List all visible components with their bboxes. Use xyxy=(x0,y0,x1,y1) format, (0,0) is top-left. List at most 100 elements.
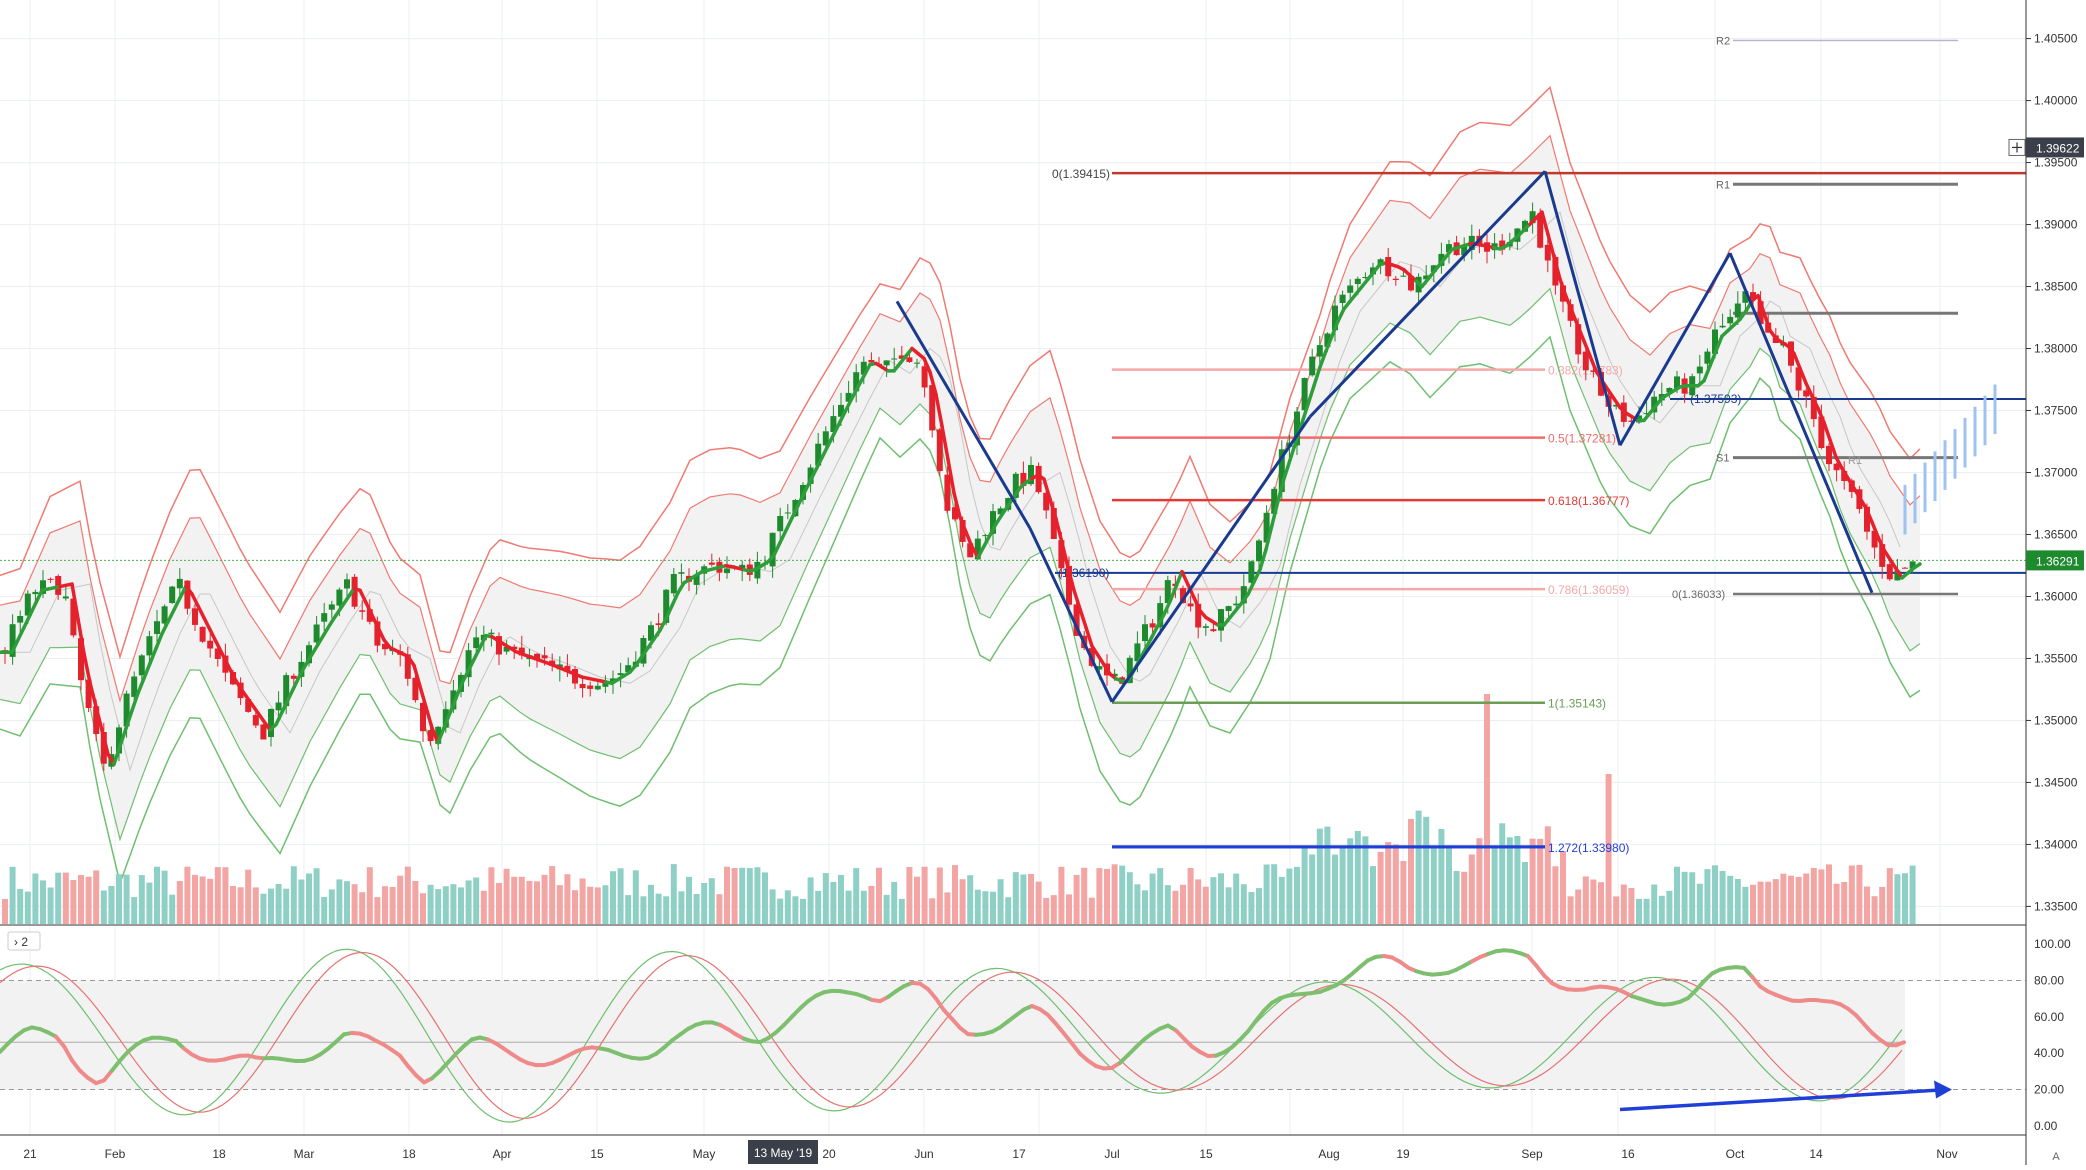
volume-bar xyxy=(1157,868,1163,924)
volume-bar xyxy=(1347,838,1353,924)
volume-bar xyxy=(922,867,928,924)
volume-bar xyxy=(1089,898,1095,924)
candle-up xyxy=(169,587,175,603)
volume-bar xyxy=(640,896,646,924)
volume-bar xyxy=(937,868,943,925)
volume-bar xyxy=(686,877,692,924)
volume-bar xyxy=(1682,872,1688,924)
volume-bar xyxy=(511,877,517,924)
volume-bar xyxy=(260,894,266,924)
volume-bar xyxy=(93,870,99,924)
volume-bar xyxy=(1020,875,1026,925)
auto-scale-button[interactable]: A xyxy=(2052,1151,2060,1163)
volume-bar xyxy=(488,867,494,924)
price-tick-label: 1.34500 xyxy=(2034,775,2078,789)
volume-bar xyxy=(1317,829,1323,924)
volume-bar xyxy=(215,867,221,924)
price-tick-label: 1.36500 xyxy=(2034,527,2078,541)
time-tick-label: Sep xyxy=(1521,1147,1543,1161)
volume-bar xyxy=(1074,875,1080,924)
volume-bar xyxy=(32,874,38,925)
volume-bar xyxy=(815,891,821,924)
candle-up xyxy=(268,709,274,737)
time-tick-label: 15 xyxy=(590,1147,604,1161)
time-tick-label: Feb xyxy=(105,1147,126,1161)
osc-tick-label: 40.00 xyxy=(2034,1046,2064,1060)
candle-up xyxy=(724,568,730,573)
volume-bar xyxy=(222,867,228,924)
volume-bar xyxy=(1552,866,1558,924)
volume-bar xyxy=(1461,872,1467,924)
volume-bar xyxy=(1659,896,1665,924)
candle-up xyxy=(595,686,601,690)
volume-bar xyxy=(975,890,981,924)
time-tick-label: Oct xyxy=(1726,1147,1745,1161)
volume-bar xyxy=(967,875,973,924)
volume-bar xyxy=(906,867,912,924)
volume-bar xyxy=(344,881,350,924)
volume-bar xyxy=(1469,855,1475,925)
pivot-label: R1 xyxy=(1716,179,1730,191)
volume-bar xyxy=(1575,890,1581,925)
volume-bar xyxy=(572,890,578,924)
volume-bar xyxy=(1423,817,1429,924)
volume-bar xyxy=(1902,873,1908,924)
price-tick-label: 1.40500 xyxy=(2034,32,2078,46)
volume-bar xyxy=(405,867,411,924)
volume-bar xyxy=(830,882,836,924)
volume-bar xyxy=(1271,864,1277,924)
candle-down xyxy=(48,579,54,580)
volume-bar xyxy=(1400,861,1406,924)
volume-bar xyxy=(10,867,16,924)
candle-down xyxy=(253,715,259,725)
volume-bar xyxy=(200,877,206,925)
pivot-label: S1 xyxy=(1716,453,1729,465)
volume-bar xyxy=(808,877,814,924)
volume-bar xyxy=(40,880,46,924)
volume-bar xyxy=(1195,879,1201,924)
volume-bar xyxy=(899,899,905,924)
volume-bar xyxy=(1735,879,1741,924)
candle-up xyxy=(314,625,320,643)
volume-bar xyxy=(1879,887,1885,924)
candle-up xyxy=(1256,541,1262,562)
volume-bar xyxy=(1742,887,1748,924)
candle-up xyxy=(1400,276,1406,277)
volume-bar xyxy=(1355,831,1361,924)
osc-band-fill xyxy=(0,980,1905,1089)
volume-bar xyxy=(739,868,745,924)
volume-bar xyxy=(1811,868,1817,924)
volume-bar xyxy=(458,887,464,924)
volume-bar xyxy=(86,877,92,924)
volume-bar xyxy=(800,899,806,924)
candle-up xyxy=(329,604,335,609)
volume-bar xyxy=(542,875,548,924)
candle-down xyxy=(922,366,928,387)
volume-bar xyxy=(960,879,966,924)
volume-bar xyxy=(1894,874,1900,924)
candle-up xyxy=(1697,367,1703,374)
volume-bar xyxy=(359,892,365,924)
volume-bar xyxy=(1697,884,1703,924)
pivot-label: R1 xyxy=(1848,455,1862,467)
pivot-label: R2 xyxy=(1716,35,1730,47)
volume-bar xyxy=(245,870,251,924)
volume-bar xyxy=(1218,873,1224,924)
time-tick-label: 18 xyxy=(402,1147,416,1161)
volume-bar xyxy=(25,892,31,924)
time-tick-label: May xyxy=(693,1147,716,1161)
candle-up xyxy=(276,703,282,711)
volume-bar xyxy=(1818,869,1824,924)
volume-bar xyxy=(1416,811,1422,924)
time-tick-label: Jun xyxy=(914,1147,933,1161)
volume-bar xyxy=(1256,888,1262,924)
candle-down xyxy=(200,627,206,642)
volume-bar xyxy=(1666,891,1672,924)
volume-bar xyxy=(1028,874,1034,924)
volume-bar xyxy=(838,875,844,924)
resistance-label: (1.37593) xyxy=(1690,392,1741,406)
time-tick-label: Mar xyxy=(294,1147,315,1161)
volume-bar xyxy=(374,897,380,924)
